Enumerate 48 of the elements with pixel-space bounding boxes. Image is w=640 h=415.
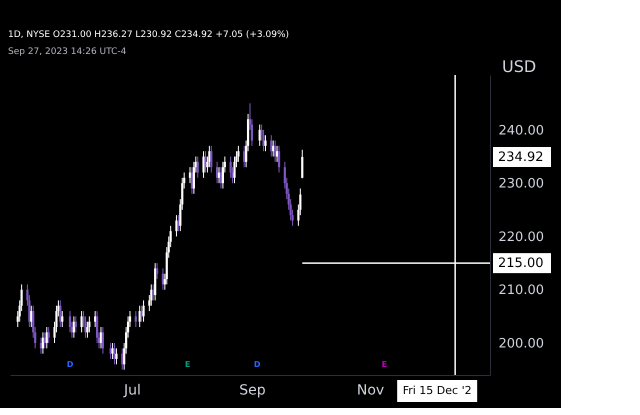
y-tick-label: 200.00	[498, 336, 544, 352]
candlestick	[218, 166, 220, 184]
candlestick	[152, 284, 154, 301]
candlestick	[264, 134, 267, 152]
candlestick	[44, 332, 46, 349]
y-axis-title: USD	[502, 57, 536, 76]
candlestick	[243, 145, 246, 168]
ref-line-label: 215.00	[498, 256, 544, 272]
candlestick	[46, 326, 48, 349]
candlestick	[102, 326, 104, 354]
y-tick-label: 220.00	[498, 230, 544, 245]
x-tick-label: Sep	[239, 382, 266, 398]
y-tick-label: 210.00	[498, 283, 544, 298]
ref-line-label: Fri 15 Dec '2	[402, 384, 472, 397]
annotation: E	[382, 360, 388, 369]
candlestick	[138, 305, 141, 328]
text: Sep 27, 2023 14:26 UTC-4	[8, 47, 127, 57]
x-tick-label: Nov	[356, 382, 384, 398]
candlestick	[48, 326, 50, 344]
candlestick	[134, 310, 137, 328]
candlestick	[258, 124, 261, 146]
candlestick	[140, 305, 143, 322]
chart-title: 1D, NYSE O231.00 H236.27 L230.92 C234.92 +7.05 (+3.09%)	[8, 30, 290, 40]
annotation: E	[184, 360, 190, 369]
y-tick-label: 240.00	[498, 123, 544, 138]
candlestick	[74, 316, 77, 333]
candlestick	[216, 161, 218, 184]
candlestick	[210, 145, 212, 174]
candlestick	[276, 145, 278, 162]
candlestick	[196, 156, 199, 178]
y-tick-label: 230.00	[498, 176, 544, 192]
candlestick	[274, 140, 276, 162]
candlestick	[156, 262, 158, 280]
candlestick	[202, 150, 205, 178]
annotation: D	[66, 360, 74, 369]
candlestick	[40, 337, 42, 354]
candlestick	[278, 145, 280, 174]
candlestick	[142, 300, 145, 322]
text: 234.92	[498, 150, 544, 165]
candlestick	[121, 348, 124, 370]
candlestick	[270, 134, 272, 158]
candlestick	[115, 348, 118, 365]
candlestick	[61, 310, 64, 328]
candlestick	[59, 300, 62, 328]
annotation: D	[254, 360, 261, 369]
candlestick	[188, 166, 192, 184]
x-tick-label: Jul	[122, 382, 141, 398]
candlestick	[301, 149, 304, 179]
